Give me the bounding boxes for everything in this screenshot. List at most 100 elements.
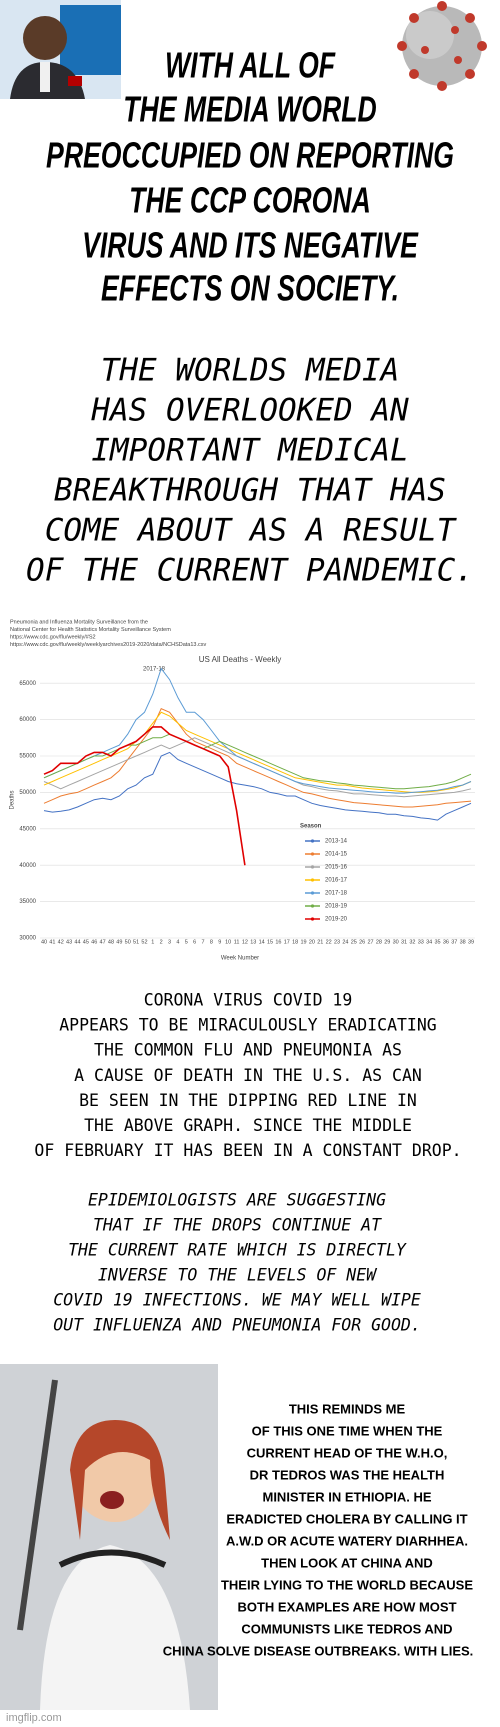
x-tick-label: 41 [49, 939, 55, 945]
series-line [43, 711, 472, 793]
chart-note: Pneumonia and Influenza Mortality Survei… [10, 619, 148, 625]
caption-line: THEN LOOK AT CHINA AND [261, 1555, 433, 1570]
legend-marker [310, 839, 315, 843]
caption-line: OF THIS ONE TIME WHEN THE [252, 1423, 443, 1438]
x-tick-label: 23 [334, 939, 340, 945]
title-line: WITH ALL OF [165, 45, 337, 86]
x-tick-label: 26 [359, 939, 365, 945]
x-tick-label: 47 [100, 939, 106, 945]
paragraph-line: THE ABOVE GRAPH. SINCE THE MIDDLE [84, 1116, 412, 1135]
x-tick-label: 6 [193, 939, 196, 945]
y-tick-label: 30000 [19, 936, 36, 942]
x-tick-label: 46 [91, 939, 97, 945]
caption-line: CHINA SOLVE DISEASE OUTBREAKS. WITH LIES… [163, 1643, 474, 1658]
caption-line: THIS REMINDS ME [289, 1401, 406, 1416]
x-axis-label: Week Number [221, 956, 259, 962]
caption-line: BOTH EXAMPLES ARE HOW MOST [237, 1599, 456, 1614]
x-tick-label: 31 [401, 939, 407, 945]
flute-photo [0, 1364, 218, 1710]
legend-label: 2019-20 [325, 917, 348, 923]
y-tick-label: 35000 [19, 899, 36, 905]
italic-line: THAT IF THE DROPS CONTINUE AT [93, 1216, 382, 1235]
legend-marker [310, 865, 315, 869]
paragraph-line: OF FEBRUARY IT HAS BEEN IN A CONSTANT DR… [34, 1141, 461, 1160]
caption-line: THEIR LYING TO THE WORLD BECAUSE [221, 1577, 473, 1592]
x-tick-label: 39 [468, 939, 474, 945]
who-photo [0, 0, 121, 99]
x-tick-label: 14 [259, 939, 265, 945]
x-tick-label: 10 [225, 939, 231, 945]
x-tick-label: 50 [125, 939, 131, 945]
italic-line: INVERSE TO THE LEVELS OF NEW [98, 1266, 378, 1285]
x-tick-label: 24 [342, 939, 348, 945]
legend-marker [310, 852, 315, 856]
y-tick-label: 45000 [19, 826, 36, 832]
legend-marker [310, 904, 315, 908]
title-line: PREOCCUPIED ON REPORTING [46, 135, 454, 176]
x-tick-label: 36 [443, 939, 449, 945]
legend-label: 2017-18 [325, 891, 348, 897]
title-line: EFFECTS ON SOCIETY. [101, 268, 399, 309]
x-tick-label: 19 [300, 939, 306, 945]
x-tick-label: 15 [267, 939, 273, 945]
series-line [43, 751, 472, 821]
x-tick-label: 49 [116, 939, 122, 945]
italic-line: THE CURRENT RATE WHICH IS DIRECTLY [68, 1241, 407, 1260]
title-line-group: WITH ALL OF [165, 45, 337, 86]
chart-note: https://www.cdc.gov/flu/weekly/weeklyarc… [10, 642, 207, 648]
x-tick-label: 21 [317, 939, 323, 945]
x-tick-label: 37 [451, 939, 457, 945]
x-tick-label: 30 [393, 939, 399, 945]
caption-line: ERADICTED CHOLERA BY CALLING IT [226, 1511, 467, 1526]
x-tick-label: 27 [367, 939, 373, 945]
chart-background [0, 617, 500, 975]
intro-line: HAS OVERLOOKED AN [90, 393, 409, 429]
y-tick-label: 50000 [19, 790, 36, 796]
y-tick-label: 65000 [19, 681, 36, 687]
x-tick-label: 9 [218, 939, 221, 945]
paragraph-line: APPEARS TO BE MIRACULOUSLY ERADICATING [59, 1016, 437, 1035]
x-tick-label: 45 [83, 939, 89, 945]
legend-title: Season [300, 824, 322, 830]
x-tick-label: 48 [108, 939, 114, 945]
x-tick-label: 38 [460, 939, 466, 945]
italic-line: EPIDEMIOLOGISTS ARE SUGGESTING [88, 1191, 386, 1210]
x-tick-label: 17 [284, 939, 290, 945]
title-line: VIRUS AND ITS NEGATIVE [82, 225, 419, 266]
title-line: THE MEDIA WORLD [123, 89, 376, 130]
x-tick-label: 5 [185, 939, 188, 945]
y-tick-label: 55000 [19, 754, 36, 760]
intro-line: THE WORLDS MEDIA [101, 353, 400, 389]
legend-label: 2018-19 [325, 904, 348, 910]
paragraph-line: BE SEEN IN THE DIPPING RED LINE IN [79, 1091, 417, 1110]
series-line [43, 733, 472, 790]
x-tick-label: 51 [133, 939, 139, 945]
watermark: imgflip.com [6, 1712, 62, 1724]
series-line [43, 667, 472, 794]
series-line [43, 708, 472, 808]
title-line-group: VIRUS AND ITS NEGATIVE [82, 225, 419, 266]
x-tick-label: 1 [151, 939, 154, 945]
x-tick-label: 16 [275, 939, 281, 945]
intro-line: OF THE CURRENT PANDEMIC. [26, 553, 474, 589]
chart-title: US All Deaths - Weekly [199, 655, 282, 664]
x-tick-label: 28 [376, 939, 382, 945]
title-line: THE CCP CORONA [129, 180, 371, 221]
title-line-group: THE CCP CORONA [129, 180, 371, 221]
x-tick-label: 2 [160, 939, 163, 945]
x-tick-label: 42 [58, 939, 64, 945]
paragraph-line: A CAUSE OF DEATH IN THE U.S. AS CAN [74, 1066, 422, 1085]
x-tick-label: 8 [210, 939, 213, 945]
chart-note: https://www.cdc.gov/flu/weekly/#S2 [10, 634, 96, 640]
y-axis-label: Deaths [10, 790, 16, 809]
legend-label: 2016-17 [325, 878, 348, 884]
caption-line: A.W.D OR ACUTE WATERY DIARHHEA. [226, 1533, 468, 1548]
x-tick-label: 20 [309, 939, 315, 945]
x-tick-label: 22 [326, 939, 332, 945]
intro-line: COME ABOUT AS A RESULT [45, 513, 458, 549]
intro-line: BREAKTHROUGH THAT HAS [54, 473, 446, 509]
x-tick-label: 32 [409, 939, 415, 945]
paragraph-line: THE COMMON FLU AND PNEUMONIA AS [94, 1041, 402, 1060]
x-tick-label: 18 [292, 939, 298, 945]
chart-note: National Center for Health Statistics Mo… [10, 627, 171, 633]
